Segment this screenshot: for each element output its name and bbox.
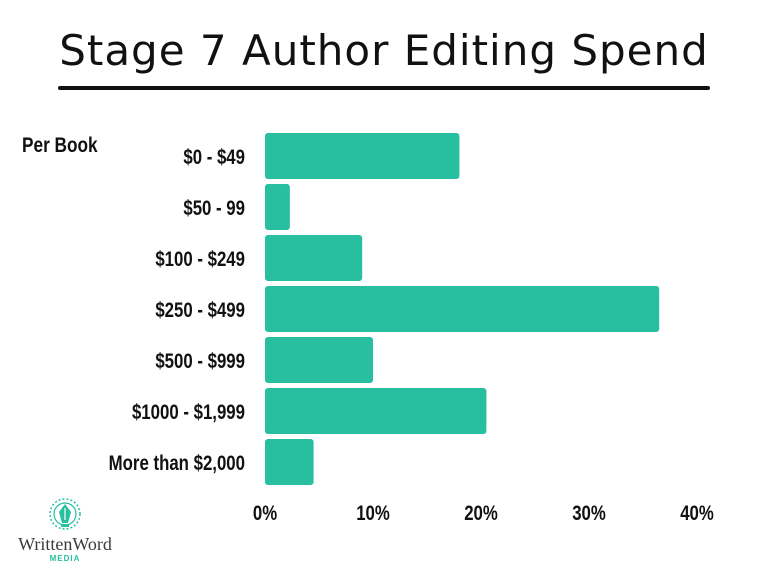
logo-sub: MEDIA [49, 554, 81, 563]
x-tick-label-3: 30% [572, 502, 606, 525]
x-tick-label-0: 0% [253, 502, 278, 525]
bar-6 [265, 439, 314, 485]
category-label-2: $100 - $249 [155, 248, 245, 271]
x-tick-label-2: 20% [464, 502, 498, 525]
title-underline [58, 86, 710, 90]
x-tick-label-4: 40% [680, 502, 714, 525]
bar-4 [265, 337, 373, 383]
writtenword-logo: WrittenWord MEDIA [10, 496, 120, 566]
bar-0 [265, 133, 460, 179]
bar-3 [265, 286, 660, 332]
category-label-3: $250 - $499 [155, 299, 245, 322]
category-label-6: More than $2,000 [109, 452, 245, 475]
chart-title: Stage 7 Author Editing Spend [59, 26, 709, 75]
logo-name: WrittenWord [18, 534, 112, 554]
bar-1 [265, 184, 290, 230]
category-label-4: $500 - $999 [155, 350, 245, 373]
bar-2 [265, 235, 363, 281]
category-label-5: $1000 - $1,999 [132, 401, 245, 424]
category-label-1: $50 - 99 [183, 197, 245, 220]
pen-nib-icon [49, 498, 81, 530]
x-tick-label-1: 10% [356, 502, 390, 525]
bar-5 [265, 388, 487, 434]
per-book-label: Per Book [22, 134, 98, 157]
category-label-0: $0 - $49 [183, 146, 245, 169]
